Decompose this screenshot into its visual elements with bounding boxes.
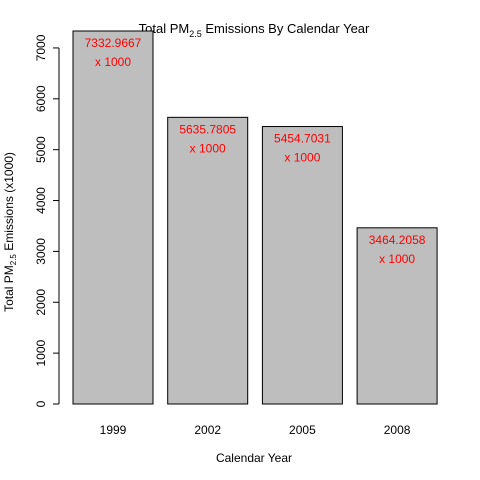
- data-label-value-2008: 3464.2058: [369, 233, 426, 247]
- chart-title: Total PM2.5 Emissions By Calendar Year: [139, 21, 370, 39]
- y-tick-label-6000: 6000: [34, 85, 48, 112]
- y-axis-title-rest: Emissions (x1000): [2, 152, 16, 254]
- y-tick-label-3000: 3000: [34, 238, 48, 265]
- x-axis-title: Calendar Year: [216, 451, 292, 465]
- data-label-suffix-2008: x 1000: [379, 252, 415, 266]
- data-label-suffix-2002: x 1000: [190, 141, 226, 155]
- y-tick-label-0: 0: [34, 400, 48, 407]
- chart-title-rest: Emissions By Calendar Year: [202, 21, 370, 36]
- chart-title-subscript: 2.5: [189, 29, 202, 39]
- x-tick-label-1999: 1999: [100, 423, 127, 437]
- data-label-value-1999: 7332.9667: [85, 36, 142, 50]
- y-axis-title-main: Total PM: [2, 265, 16, 312]
- data-label-value-2002: 5635.7805: [179, 122, 236, 136]
- y-axis: 0 1000 2000 3000 4000 5000 6000 7000: [34, 34, 60, 407]
- data-label-value-2005: 5454.7031: [274, 132, 331, 146]
- y-axis-title-subscript: 2.5: [9, 254, 18, 266]
- x-tick-label-2002: 2002: [194, 423, 221, 437]
- bar-1999: [72, 30, 154, 405]
- y-tick-label-4000: 4000: [34, 187, 48, 214]
- y-tick-label-1000: 1000: [34, 339, 48, 366]
- bar-2008: [356, 227, 438, 405]
- data-labels-layer: 7332.9667 x 1000 5635.7805 x 1000 5454.7031 x…: [85, 36, 426, 266]
- bar-2005: [261, 126, 343, 405]
- data-label-suffix-2005: x 1000: [284, 151, 320, 165]
- y-tick-label-2000: 2000: [34, 289, 48, 316]
- bars-layer: [72, 30, 438, 405]
- data-label-suffix-1999: x 1000: [95, 55, 131, 69]
- y-axis-title: Total PM2.5 Emissions (x1000): [2, 152, 18, 312]
- x-tick-label-2008: 2008: [384, 423, 411, 437]
- y-tick-label-7000: 7000: [34, 34, 48, 61]
- x-tick-label-2005: 2005: [289, 423, 316, 437]
- bar-2002: [167, 116, 249, 405]
- y-tick-label-5000: 5000: [34, 136, 48, 163]
- x-axis: 1999 2002 2005 2008: [100, 423, 411, 437]
